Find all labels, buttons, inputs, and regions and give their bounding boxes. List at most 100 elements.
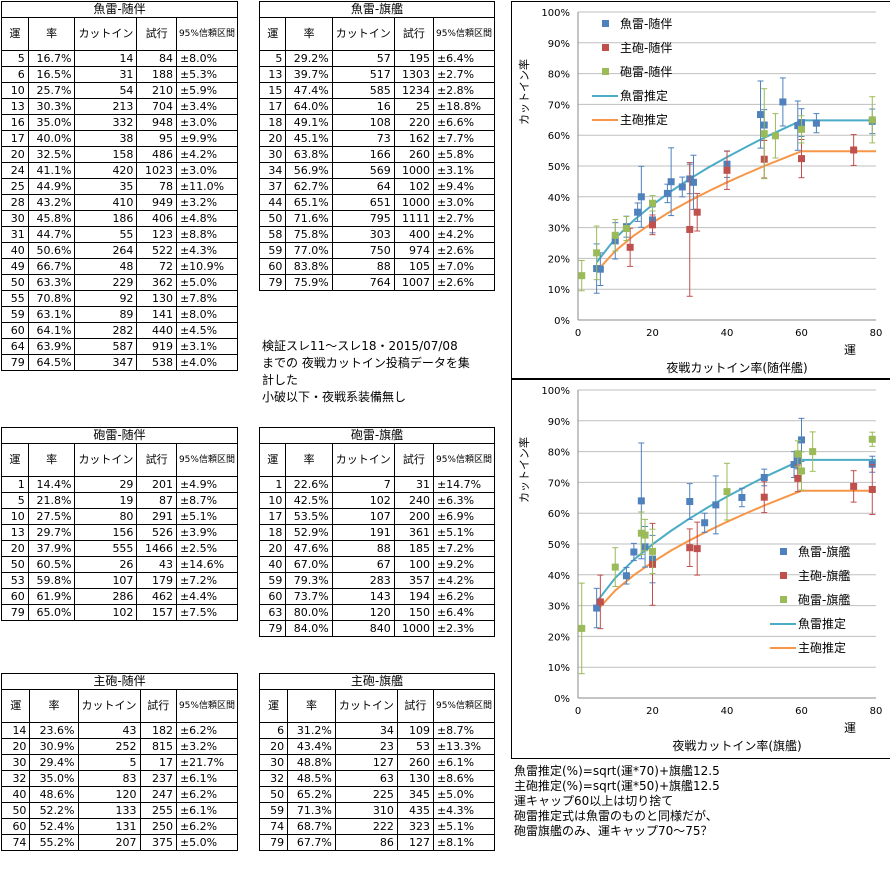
legend-label: 砲雷-旗艦 [798, 592, 850, 607]
table-cell: 95 [136, 130, 177, 147]
table-cell: 48.6% [29, 786, 79, 803]
table-title: 主砲-随伴 [1, 673, 238, 690]
table-cell: 41.1% [27, 162, 76, 179]
table-cell: 14.4% [27, 476, 76, 493]
table-cell: 517 [331, 66, 395, 83]
table-cell: 1 [1, 476, 29, 493]
y-axis-label: カットイン率 [517, 59, 531, 125]
table-cell: ±4.2% [175, 146, 239, 163]
column-header-trials: 試行 [393, 17, 434, 51]
table-cell: 795 [331, 210, 395, 227]
column-header-rate: 率 [29, 689, 79, 723]
table-cell: 60 [258, 588, 287, 605]
table-cell: 25.7% [27, 82, 76, 99]
table-cell: 52.9% [285, 524, 333, 541]
table-cell: 89 [74, 306, 138, 323]
data-point [798, 125, 805, 133]
table-cell: 5 [1, 50, 29, 67]
table-cell: ±5.1% [432, 818, 496, 835]
table-cell: ±5.3% [175, 66, 239, 83]
table-cell: ±2.8% [432, 82, 496, 99]
table-row: 40 67.0% 67 100 ±9.2% [258, 556, 496, 573]
table-cell: ±6.6% [432, 114, 496, 131]
table-cell: ±4.9% [175, 476, 239, 493]
data-point [686, 544, 694, 552]
table-cell: 79 [258, 274, 287, 291]
table-cell: 200 [393, 508, 434, 525]
table-cell: 526 [136, 524, 177, 541]
table-cell: 10 [1, 82, 29, 99]
table-cell: ±5.0% [432, 786, 496, 803]
table-cell: 59 [1, 306, 29, 323]
table-cell: 250 [139, 818, 177, 835]
data-point [637, 193, 645, 201]
table-cell: 80 [74, 508, 138, 525]
table-cell: 522 [136, 242, 177, 259]
table-cell: 10 [258, 492, 287, 509]
table-cell: ±14.6% [175, 556, 239, 573]
y-tick-label: 50% [548, 540, 570, 551]
table-cell: 1023 [136, 162, 177, 179]
table-title: 魚雷-随伴 [1, 1, 238, 18]
table-cell: 1000 [393, 620, 434, 637]
table-cell: ±2.3% [432, 620, 496, 637]
table-cell: 74 [258, 818, 289, 835]
table-cell: 16 [331, 98, 395, 115]
table-row: 64 63.9% 587 919 ±3.1% [1, 338, 239, 355]
table-cell: ±5.9% [175, 82, 239, 99]
table-cell: 77.0% [285, 242, 333, 259]
data-point [649, 199, 656, 207]
table-cell: 1007 [393, 274, 434, 291]
table-cell: 53 [1, 572, 29, 589]
table-cell: 25 [1, 178, 29, 195]
table-cell: ±7.2% [175, 572, 239, 589]
data-point [850, 146, 858, 154]
table-cell: 50 [1, 556, 29, 573]
column-header-trials: 試行 [139, 689, 177, 723]
table-cell: 63.1% [27, 306, 76, 323]
legend-marker [780, 548, 787, 555]
table-cell: 17 [258, 508, 287, 525]
data-point [596, 265, 604, 273]
table-cell: 83 [77, 770, 141, 787]
note-middle: 検証スレ11～スレ18・2015/07/08 までの 夜戦カットイン投稿データを… [262, 339, 470, 404]
table-cell: 283 [331, 572, 395, 589]
table-row: 34 56.9% 569 1000 ±3.1% [258, 162, 496, 179]
table-cell: ±6.4% [432, 50, 496, 67]
table-cell: 107 [331, 508, 395, 525]
table-cell: 102 [331, 492, 395, 509]
table-cell: 1234 [393, 82, 434, 99]
y-tick-label: 50% [548, 162, 570, 173]
table-cell: 83.8% [285, 258, 333, 275]
table-row: 79 67.7% 86 127 ±8.1% [258, 834, 496, 851]
table-cell: ±6.9% [432, 508, 496, 525]
x-axis-label: 夜戦カットイン率(随伴艦) [666, 360, 807, 375]
table-cell: 420 [74, 162, 138, 179]
table-cell: 123 [136, 226, 177, 243]
table-cell: 435 [396, 802, 434, 819]
table-row: 49 66.7% 48 72 ±10.9% [1, 258, 239, 275]
table-cell: 569 [331, 162, 395, 179]
table-cell: 133 [77, 802, 141, 819]
table-row: 13 30.3% 213 704 ±3.4% [1, 98, 239, 115]
table-shuhou-zuihan: 主砲-随伴運率カットイン 試行 95%信頼区間 14 23.6% 43 182 ±6.2% 20… [0, 673, 239, 851]
table-cell: ±3.2% [175, 738, 239, 755]
table-cell: ±4.5% [175, 322, 239, 339]
table-cell: 37.9% [27, 540, 76, 557]
table-title: 砲雷-随伴 [1, 427, 238, 444]
data-point [593, 249, 601, 257]
table-row: 17 64.0% 16 25 ±18.8% [258, 98, 496, 115]
table-cell: 18 [258, 524, 287, 541]
table-row: 24 41.1% 420 1023 ±3.0% [1, 162, 239, 179]
table-row: 6 16.5% 31 188 ±5.3% [1, 66, 239, 83]
table-cell: 87 [136, 492, 177, 509]
column-header-cutin: カットイン [334, 689, 398, 723]
table-cell: 72 [136, 258, 177, 275]
table-cell: 5 [258, 50, 287, 67]
table-cell: 34 [334, 722, 398, 739]
data-point [798, 155, 805, 163]
table-cell: ±5.0% [175, 274, 239, 291]
table-cell: 130 [396, 770, 434, 787]
data-point [649, 221, 656, 229]
table-cell: ±8.6% [432, 770, 496, 787]
